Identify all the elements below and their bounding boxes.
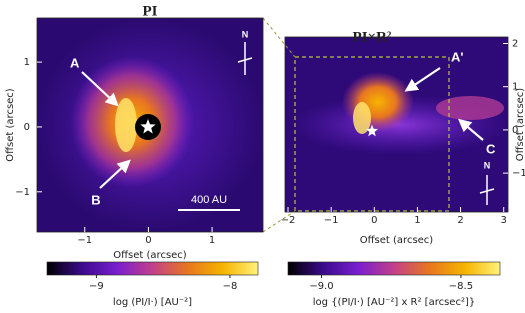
plot-frame xyxy=(36,17,264,233)
colorbar-label: log (PI/I·) [AU⁻²] xyxy=(113,297,192,308)
x-tick-label: 1 xyxy=(414,215,420,226)
y-axis-label: Offset (arcsec) xyxy=(5,88,16,162)
north-label: N xyxy=(242,29,249,39)
plot-frame xyxy=(284,36,509,213)
panel-title: PI×R² xyxy=(353,29,392,45)
annotation: A xyxy=(70,55,80,70)
north-label: N xyxy=(484,160,491,170)
y-tick-label: 2 xyxy=(512,38,518,49)
connector xyxy=(262,210,296,233)
annotation: B xyxy=(91,192,100,207)
x-tick-label: −2 xyxy=(281,215,296,226)
y-tick-label: 0 xyxy=(24,122,30,133)
y-tick-label: 0 xyxy=(512,125,518,136)
connector xyxy=(262,17,296,58)
annotation: A' xyxy=(451,49,463,64)
right-image xyxy=(285,37,508,212)
y-axis-label: Offset (arcsec) xyxy=(515,88,525,162)
x-tick-label: −1 xyxy=(324,215,339,226)
scale-label: 400 AU xyxy=(191,194,227,206)
x-tick-label: −1 xyxy=(77,235,92,246)
x-axis-label: Offset (arcsec) xyxy=(360,235,434,246)
colorbar-tick-label: −8 xyxy=(223,281,238,292)
x-tick-label: 3 xyxy=(500,215,506,226)
x-tick-label: 0 xyxy=(145,235,151,246)
y-tick-label: −1 xyxy=(15,187,30,198)
y-tick-label: 1 xyxy=(24,57,30,68)
panel-title: PI xyxy=(143,3,158,19)
x-tick-label: 1 xyxy=(209,235,215,246)
x-tick-label: 0 xyxy=(371,215,377,226)
colorbar-tick-label: −9.0 xyxy=(309,281,333,292)
colorbar-tick-label: −8.5 xyxy=(449,281,473,292)
x-axis-label: Offset (arcsec) xyxy=(113,250,187,261)
x-tick-label: 2 xyxy=(457,215,463,226)
colorbar-label: log {(PI/I·) [AU⁻²] x R² [arcsec²]} xyxy=(313,297,475,308)
colorbar xyxy=(287,261,501,276)
left-image xyxy=(37,18,263,232)
colorbar xyxy=(46,261,259,276)
y-tick-label: 1 xyxy=(512,82,518,93)
annotation: C xyxy=(486,141,496,156)
colorbar-tick-label: −9 xyxy=(89,281,104,292)
y-tick-label: −1 xyxy=(512,168,525,179)
